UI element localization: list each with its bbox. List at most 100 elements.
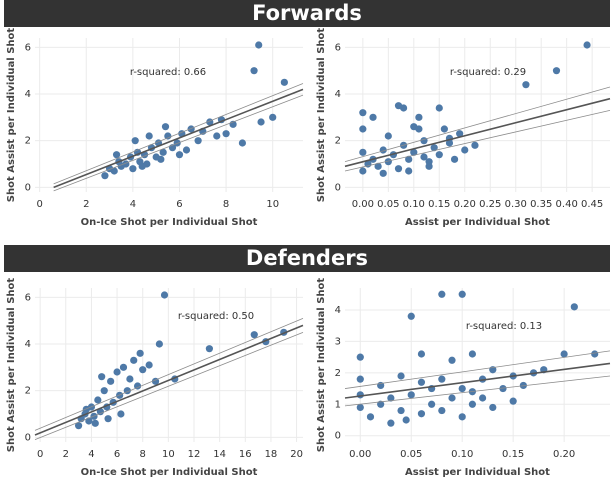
point — [415, 113, 423, 121]
trend-line — [34, 324, 304, 436]
y-tick-label: 0 — [335, 431, 341, 442]
point — [91, 419, 99, 427]
point — [182, 146, 191, 154]
point — [356, 403, 364, 412]
x-tick-label: 2 — [63, 449, 69, 460]
point — [591, 350, 599, 358]
point — [257, 118, 265, 126]
point — [428, 400, 436, 408]
x-tick-label: 6 — [114, 449, 120, 460]
confidence-band — [34, 317, 304, 431]
point — [430, 144, 438, 152]
x-tick-label: 10 — [266, 199, 279, 210]
confidence-band — [34, 331, 304, 441]
point — [366, 413, 375, 421]
y-tick-label: 6 — [25, 292, 31, 303]
y-tick-label: 3 — [335, 336, 341, 347]
x-tick-label: 10 — [162, 449, 175, 460]
x-axis-title: On-Ice Shot per Individual Shot — [81, 217, 258, 228]
point — [356, 391, 364, 399]
point — [222, 130, 230, 138]
y-tick-label: 2 — [25, 386, 31, 397]
point — [417, 410, 426, 418]
point — [417, 378, 426, 386]
point — [187, 125, 195, 133]
x-tick-label: 0.40 — [556, 199, 578, 210]
point — [164, 132, 172, 140]
point — [96, 408, 104, 416]
x-tick-label: 8 — [223, 199, 229, 210]
x-tick-label: 0.10 — [403, 199, 425, 210]
y-tick-label: 6 — [335, 42, 341, 53]
x-tick-label: 0.05 — [377, 199, 399, 210]
trend-line — [344, 97, 611, 168]
point — [374, 162, 382, 170]
x-tick-label: 12 — [188, 449, 201, 460]
y-tick-label: 2 — [335, 136, 341, 147]
point — [130, 356, 138, 364]
x-tick-label: 14 — [213, 449, 226, 460]
annotation: r-squared: 0.50 — [178, 311, 254, 322]
point — [126, 375, 134, 383]
y-axis-title: Shot Assist per Individual Shot — [316, 278, 327, 453]
point — [570, 303, 578, 311]
confidence-band — [344, 109, 611, 172]
point — [405, 167, 413, 175]
point — [145, 361, 153, 369]
point — [205, 345, 213, 353]
point — [74, 422, 83, 430]
point — [438, 375, 446, 383]
point — [410, 148, 418, 156]
x-tick-label: 0.10 — [451, 449, 473, 460]
point — [136, 349, 144, 357]
point — [138, 162, 146, 170]
point — [448, 356, 456, 364]
x-tick-label: 16 — [239, 449, 252, 460]
x-tick-label: 0.20 — [553, 449, 575, 460]
point — [119, 363, 128, 371]
confidence-band — [344, 86, 611, 163]
point — [448, 394, 456, 402]
point — [112, 151, 121, 159]
point — [369, 113, 377, 121]
point — [478, 394, 487, 402]
y-axis-title: Shot Assist per Individual Shot — [6, 278, 17, 453]
point — [131, 137, 139, 145]
x-axis-title: On-Ice Shot per Individual Shot — [81, 467, 258, 478]
point — [387, 419, 395, 427]
x-tick-label: 0.25 — [479, 199, 501, 210]
y-tick-label: 2 — [335, 368, 341, 379]
confidence-band — [53, 94, 304, 192]
point — [438, 406, 446, 415]
point — [394, 165, 403, 173]
point — [458, 384, 466, 393]
point — [269, 113, 277, 121]
point — [438, 290, 446, 298]
point — [98, 373, 106, 381]
point — [425, 162, 433, 170]
point — [461, 146, 469, 154]
point — [250, 67, 258, 75]
x-tick-label: 0.30 — [505, 199, 527, 210]
point — [359, 125, 367, 133]
point — [458, 290, 466, 298]
annotation: r-squared: 0.13 — [466, 321, 542, 332]
point — [255, 41, 263, 49]
point — [450, 155, 459, 163]
section-bar — [4, 0, 610, 27]
point — [552, 67, 561, 75]
point — [250, 331, 258, 339]
y-tick-label: 4 — [335, 89, 341, 100]
x-tick-label: 0.05 — [400, 449, 422, 460]
x-tick-label: 0.20 — [454, 199, 476, 210]
point — [377, 400, 385, 408]
point — [104, 415, 112, 423]
x-tick-label: 6 — [176, 199, 182, 210]
point — [420, 137, 428, 145]
point — [522, 81, 530, 89]
point — [356, 375, 364, 383]
point — [113, 368, 121, 376]
point — [107, 377, 115, 385]
section-bar — [4, 245, 610, 272]
